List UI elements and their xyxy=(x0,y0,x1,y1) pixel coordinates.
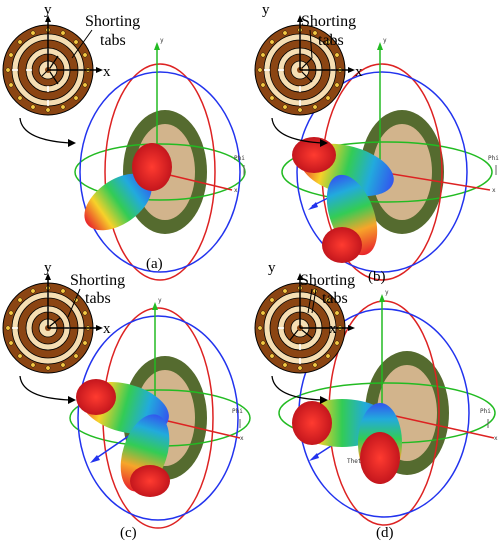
tabs-label: tabs xyxy=(85,290,111,307)
shorting-label: Shorting xyxy=(300,272,355,289)
radiation-lobe xyxy=(292,399,402,484)
ring-x-label: x xyxy=(355,64,363,80)
ring-y-label: y xyxy=(262,2,270,18)
ring-y-label: y xyxy=(44,260,52,276)
horizontal-orbit xyxy=(74,143,246,201)
shorting-pointer xyxy=(71,29,93,59)
panel-caption: (b) xyxy=(368,269,386,285)
panel-caption: (c) xyxy=(120,525,137,541)
antenna-ring-icon xyxy=(2,15,103,116)
axis-x-label: x xyxy=(494,435,498,442)
ring-x-label: x xyxy=(103,321,111,337)
antenna-ring-icon xyxy=(2,273,103,374)
pointer-arrow-icon xyxy=(19,117,71,144)
pointer-arrow-icon xyxy=(271,117,323,144)
y-axis-arrow-icon xyxy=(154,42,160,50)
ring-y-label: y xyxy=(268,260,276,276)
phi-label: Phi xyxy=(234,155,245,162)
tabs-label: tabs xyxy=(322,290,348,307)
x-axis xyxy=(381,412,495,439)
panel-b: y x Phi Theta xyxy=(252,0,504,285)
panel-a: y x Phi Theta xyxy=(0,0,252,281)
tabs-label: tabs xyxy=(100,32,126,49)
radiation-lobe xyxy=(84,143,172,231)
axis-x-label: x xyxy=(492,187,496,194)
vertical-orbit-blue xyxy=(79,71,241,273)
axis-y-label: y xyxy=(383,37,387,44)
radiation-pattern-diagram: y x Phi Theta xyxy=(2,260,251,541)
axis-y-label: y xyxy=(385,289,389,296)
axis-y-label: y xyxy=(158,297,162,304)
pointer-arrow-icon xyxy=(271,375,323,401)
radiation-pattern-diagram: y x Phi Theta xyxy=(254,2,499,285)
shorting-label: Shorting xyxy=(301,13,356,30)
x-axis xyxy=(154,417,241,439)
phi-label: Phi xyxy=(488,155,499,162)
vertical-orbit-red xyxy=(104,63,216,281)
shorting-label: Shorting xyxy=(85,13,140,30)
radiation-pattern-diagram: y x Phi Theta xyxy=(254,260,498,541)
x-axis xyxy=(379,171,491,191)
antenna-ring-icon xyxy=(254,273,355,374)
panel-d: y x Phi Theta xyxy=(252,260,504,546)
panel-caption: (d) xyxy=(376,525,394,541)
axis-x-label: x xyxy=(234,187,238,194)
phi-label: Phi xyxy=(232,408,243,415)
axis-y-label: y xyxy=(160,37,164,44)
antenna-ring-icon xyxy=(254,15,355,116)
panel-c: y x Phi Theta xyxy=(0,260,252,546)
phi-label: Phi xyxy=(480,408,491,415)
shorting-label: Shorting xyxy=(70,272,125,289)
radiation-lobe xyxy=(292,137,394,263)
ring-y-label: y xyxy=(44,2,52,18)
axis-x-label: x xyxy=(240,435,244,442)
pointer-arrow-icon xyxy=(19,375,71,401)
radiation-pattern-diagram: y x Phi Theta xyxy=(2,2,246,281)
tabs-label: tabs xyxy=(318,32,344,49)
theta-label: Theta xyxy=(347,458,365,465)
panel-caption: (a) xyxy=(146,256,163,272)
radiation-lobe xyxy=(76,379,170,497)
ring-x-label: x xyxy=(103,64,111,80)
ring-x-label: x xyxy=(329,321,337,337)
